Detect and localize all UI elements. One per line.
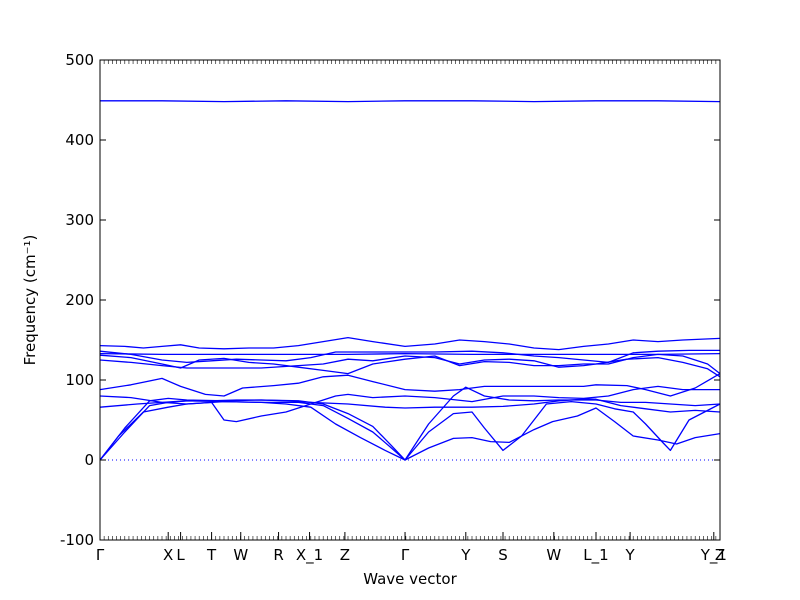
x-tick-label: X [163,546,173,564]
x-tick-label: Z [715,546,725,564]
band-line-9 [99,352,721,356]
x-tick-label: Γ [401,546,410,564]
band-line-5 [99,385,720,423]
x-tick-label: Γ [96,546,105,564]
x-tick-label: L [176,546,185,564]
y-tick-label: 200 [65,291,94,309]
band-line-8 [99,353,721,375]
x-tick-label: W [233,546,248,564]
x-tick-label: W [546,546,561,564]
x-tick-label: X_1 [296,546,323,565]
axes-frame [99,59,721,541]
band-line-4 [99,398,721,413]
plot-frame [99,59,721,541]
band-line-11 [99,336,721,351]
series-layer [99,100,721,461]
x-axis-label: Wave vector [363,570,457,588]
y-axis-label: Frequency (cm⁻¹) [21,235,39,366]
band-line-6 [99,373,721,397]
y-tick-label: 500 [65,51,94,69]
x-tick-label: R [273,546,283,564]
x-tick-label: Z [340,546,350,564]
x-tick-label: Y [460,546,471,564]
x-tick-label: S [498,546,508,564]
y-tick-label: 100 [65,371,94,389]
band-line-10 [99,349,720,364]
x-tick-label: T [206,546,217,564]
band-line-12 [100,100,721,103]
x-tick-label: L_1 [583,546,608,565]
y-tick-label: 300 [65,211,94,229]
y-tick-label: 400 [65,131,94,149]
band-line-3 [99,386,721,461]
x-tick-label: Y_1 [700,546,727,565]
y-tick-label: -100 [60,531,94,549]
x-tick-label: Y [625,546,636,564]
y-tick-label: 0 [84,451,94,469]
